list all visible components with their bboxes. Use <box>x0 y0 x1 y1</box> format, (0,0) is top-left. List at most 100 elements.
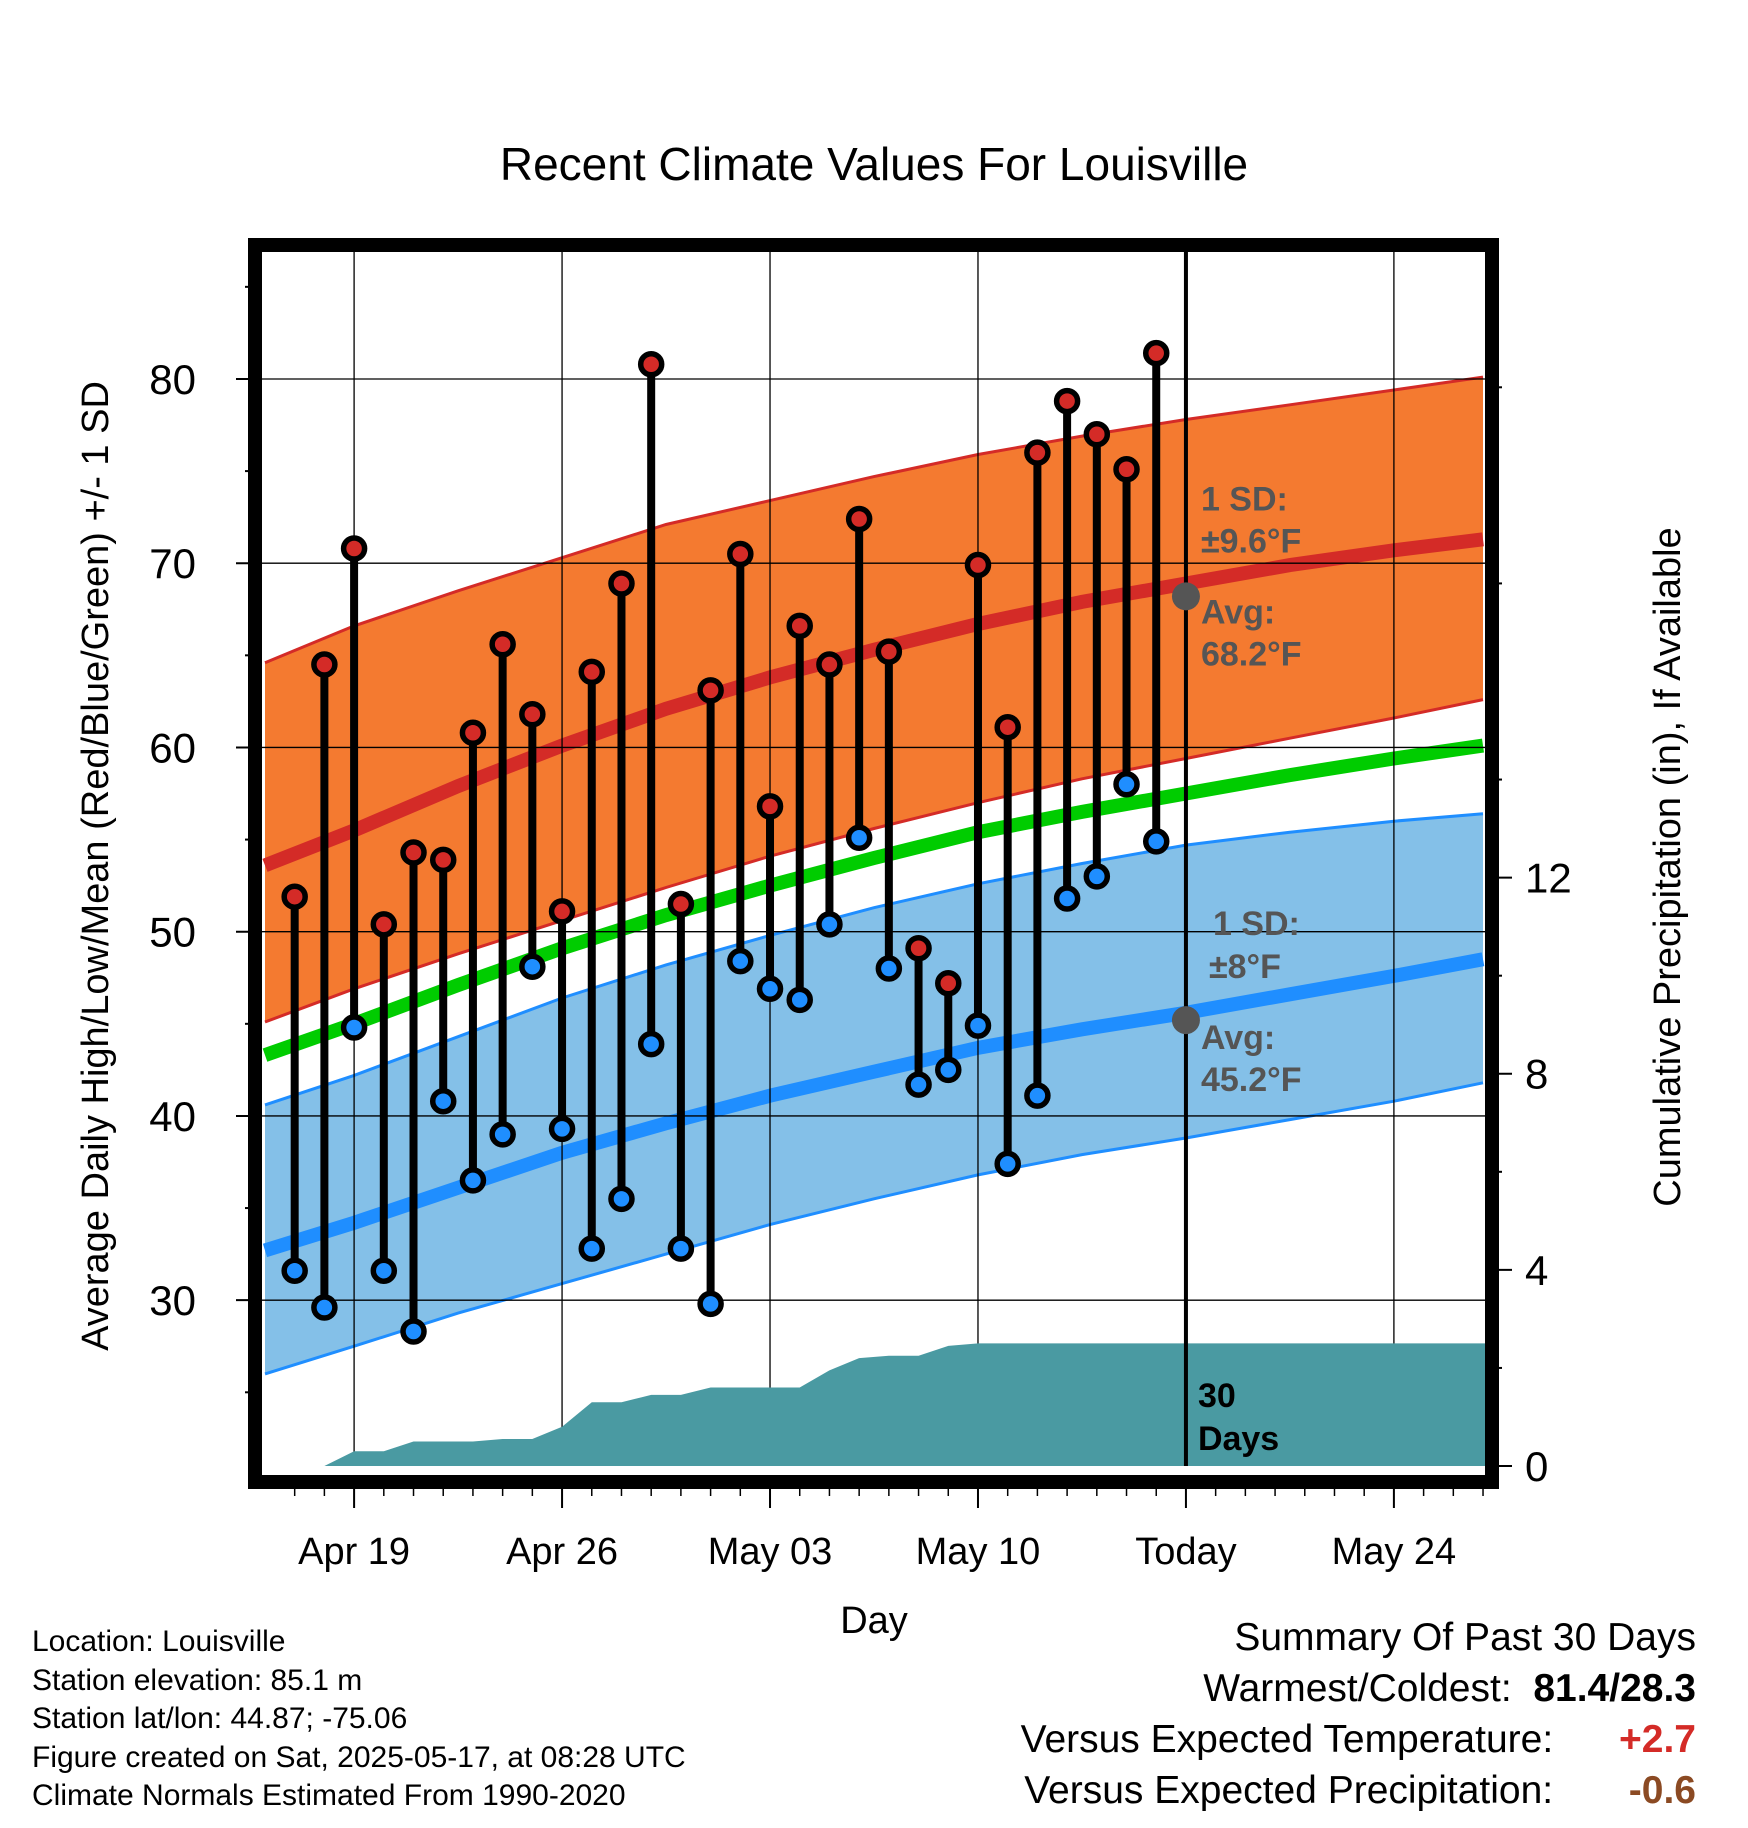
daily-low-point <box>281 1257 308 1284</box>
location-text: Location: Louisville <box>32 1625 286 1658</box>
y2-tick-label: 12 <box>1525 855 1572 902</box>
temperature-departure-value: +2.7 <box>1619 1718 1696 1761</box>
warmest-coldest-value: 81.4/28.3 <box>1533 1667 1696 1710</box>
daily-low-point <box>786 986 813 1014</box>
y-tick-label: 60 <box>149 724 196 771</box>
low-sd-value: ±8°F <box>1209 948 1281 986</box>
high-sd-label: 1 SD: <box>1201 480 1288 518</box>
x-tick-label: May 10 <box>916 1531 1041 1573</box>
daily-high-point <box>875 638 903 665</box>
daily-high-point <box>1083 420 1111 448</box>
x-tick-label: Today <box>1135 1531 1236 1573</box>
y-tick-label: 80 <box>149 356 196 403</box>
daily-high-point <box>429 846 457 874</box>
x-axis-label: Day <box>840 1600 908 1642</box>
warmest-coldest-label: Warmest/Coldest: <box>1203 1667 1512 1710</box>
station-info: Location: Louisville Station elevation: … <box>32 1623 686 1816</box>
precipitation-departure-label: Versus Expected Precipitation: <box>1024 1769 1554 1812</box>
daily-high-point <box>311 651 338 678</box>
daily-high-point <box>489 631 516 658</box>
precipitation-cumulative-area <box>262 1343 1486 1466</box>
y-tick-label: 30 <box>149 1277 196 1324</box>
daily-low-point <box>429 1087 457 1115</box>
high-avg-value: 68.2°F <box>1201 635 1302 673</box>
daily-low-point <box>727 947 754 975</box>
normals-text: Climate Normals Estimated From 1990-2020 <box>32 1779 626 1812</box>
daily-high-point <box>340 535 368 562</box>
x-tick-label: May 03 <box>708 1531 833 1573</box>
x-tick-label: Apr 19 <box>298 1531 410 1573</box>
daily-low-point <box>578 1235 606 1262</box>
daily-high-point <box>578 658 606 686</box>
daily-high-point <box>727 540 754 568</box>
daily-low-point <box>1053 885 1081 912</box>
daily-low-point <box>608 1185 635 1213</box>
daily-low-point <box>400 1318 427 1345</box>
daily-low-point <box>935 1056 962 1084</box>
daily-low-point <box>964 1012 992 1039</box>
y2-tick-label: 8 <box>1525 1051 1548 1098</box>
high-sd-lower-edge <box>264 698 1484 1024</box>
mean-average-line <box>262 738 1485 1062</box>
daily-high-point <box>786 612 813 640</box>
high-sd-value: ±9.6°F <box>1201 522 1301 560</box>
daily-low-point <box>994 1150 1021 1178</box>
summary-heading: Summary Of Past 30 Days <box>1234 1616 1696 1659</box>
plot-area <box>262 375 1485 1376</box>
low-average-line <box>262 952 1485 1258</box>
daily-high-point <box>1053 387 1081 415</box>
y2-axis-label: Cumulative Precipitation (in), If Availa… <box>1647 527 1689 1206</box>
daily-high-point <box>400 839 427 866</box>
today-low-average-marker <box>1171 1006 1200 1035</box>
today-high-average-marker <box>1171 582 1200 611</box>
daily-low-point <box>905 1071 932 1098</box>
daily-high-point <box>697 677 724 704</box>
daily-high-point <box>370 911 398 938</box>
daily-low-point <box>311 1294 338 1321</box>
daily-high-point <box>281 883 308 910</box>
daily-low-point <box>667 1235 695 1262</box>
precipitation-departure-value: -0.6 <box>1628 1769 1696 1812</box>
y-tick-label: 50 <box>149 909 196 956</box>
daily-high-point <box>964 551 992 579</box>
low-sd-lower-edge <box>264 1081 1484 1376</box>
y2-tick-label: 4 <box>1525 1247 1548 1294</box>
y-axis-label: Average Daily High/Low/Mean (Red/Blue/Gr… <box>75 381 117 1351</box>
daily-low-point <box>459 1167 487 1194</box>
daily-high-point <box>756 793 784 820</box>
daily-low-point <box>1024 1082 1051 1109</box>
high-average-line <box>262 532 1484 872</box>
daily-high-point <box>519 701 546 728</box>
daily-low-point <box>697 1290 724 1318</box>
daily-high-point <box>994 713 1021 741</box>
daily-high-point <box>608 570 635 597</box>
low-avg-label: Avg: <box>1201 1019 1275 1057</box>
axes: 30 40 50 60 70 80 0 4 8 12 Apr 19 Apr 26 May 03 May 1… <box>149 285 1572 1573</box>
x-tick-label: May 24 <box>1332 1531 1457 1573</box>
period-number-label: 30 <box>1198 1377 1236 1415</box>
daily-low-point <box>548 1115 576 1143</box>
high-avg-label: Avg: <box>1201 593 1275 631</box>
latlon-text: Station lat/lon: 44.87; -75.06 <box>32 1702 408 1735</box>
low-sd-label: 1 SD: <box>1213 905 1300 943</box>
y-tick-label: 70 <box>149 540 196 587</box>
daily-low-point <box>756 975 784 1003</box>
x-tick-label: Apr 26 <box>506 1531 618 1573</box>
daily-low-point <box>370 1257 398 1284</box>
warmest-coldest-row: Warmest/Coldest: 81.4/28.3 <box>1021 1663 1696 1714</box>
daily-high-point <box>1142 339 1170 367</box>
daily-high-point <box>905 935 932 962</box>
daily-low-point <box>1142 828 1170 855</box>
low-sd-upper-edge <box>264 812 1484 1107</box>
high-sd-upper-edge <box>264 375 1484 665</box>
y-tick-label: 40 <box>149 1093 196 1140</box>
daily-high-point <box>1113 455 1140 483</box>
daily-low-point <box>816 911 843 938</box>
daily-low-point <box>489 1121 516 1148</box>
high-sd-band <box>265 377 1483 1023</box>
daily-high-point <box>548 898 576 925</box>
temperature-departure-row: Versus Expected Temperature: +2.7 <box>1021 1714 1696 1765</box>
daily-high-point <box>935 970 962 997</box>
temperature-departure-label: Versus Expected Temperature: <box>1020 1718 1554 1761</box>
